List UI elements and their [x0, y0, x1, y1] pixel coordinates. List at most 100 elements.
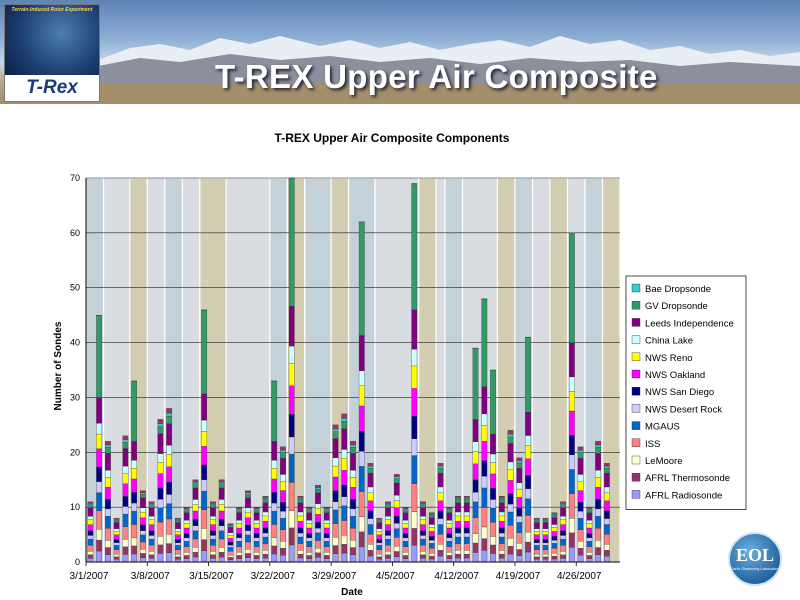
bar-segment	[131, 502, 138, 512]
bar-segment	[507, 436, 514, 444]
bar-segment	[376, 556, 383, 560]
bar-segment	[393, 482, 400, 496]
legend-box	[625, 275, 747, 510]
bar-segment	[183, 527, 190, 534]
bar-segment	[218, 538, 225, 548]
bar-segment	[358, 385, 365, 407]
bar-segment	[411, 416, 418, 439]
bar-segment	[490, 536, 496, 546]
bar-segment	[192, 499, 199, 505]
bar-segment	[367, 555, 374, 563]
t-rex-logo: Terrain-Induced Rotor Experiment T-Rex	[4, 4, 100, 102]
bar-segment	[341, 418, 348, 422]
bar-segment	[402, 506, 409, 509]
bar-segment	[604, 524, 610, 535]
legend-label: AFRL Radiosonde	[645, 490, 722, 501]
bar-segment	[533, 520, 540, 523]
bar-segment	[498, 511, 505, 517]
bar-segment	[341, 552, 348, 563]
bar-segment	[385, 524, 391, 531]
legend-label: Bae Dropsonde	[645, 284, 711, 295]
bar-segment	[280, 481, 286, 491]
bar-segment	[227, 538, 234, 543]
bar-segment	[175, 528, 181, 532]
bar-segment	[105, 540, 111, 548]
bar-segment	[411, 528, 418, 546]
bar-segment	[341, 449, 348, 459]
bar-segment	[157, 473, 164, 488]
bar-segment	[420, 524, 426, 531]
bar-segment	[280, 446, 286, 451]
bar-segment	[490, 487, 496, 500]
bar-segment	[542, 534, 549, 540]
bar-segment	[140, 524, 146, 531]
plot-area: 0 10 20 30 40 50 60 70 3/1/2007 3/8/2007 3/15/2007…	[70, 173, 621, 582]
bar-segment	[463, 499, 470, 503]
bar-segment	[262, 553, 269, 559]
bar-segment	[533, 522, 540, 529]
bar-segment	[218, 510, 225, 520]
bar-segment	[498, 515, 505, 522]
bar-segment	[560, 507, 566, 517]
bar-segment	[498, 557, 505, 563]
bar-segment	[420, 544, 426, 552]
bar-segment	[560, 554, 566, 559]
bar-segment	[533, 539, 540, 543]
bar-segment	[341, 421, 348, 429]
bar-segment	[481, 413, 488, 426]
bar-segment	[306, 541, 313, 547]
bar-segment	[140, 553, 146, 558]
bar-segment	[288, 362, 295, 386]
bar-segment	[253, 537, 260, 542]
bar-segment	[551, 548, 558, 554]
bar-segment	[525, 435, 531, 446]
bar-segment	[498, 499, 505, 503]
bar-segment	[595, 444, 601, 448]
bar-segment	[271, 380, 278, 382]
eol-logo-text: EOL	[735, 545, 774, 565]
bar-segment	[507, 503, 514, 513]
bar-segment	[595, 528, 601, 541]
bar-segment	[271, 468, 278, 480]
bar-segment	[148, 538, 155, 546]
bar-segment	[315, 552, 321, 558]
bar-segment	[218, 551, 225, 558]
bar-segment	[350, 453, 356, 471]
bar-segment	[481, 460, 488, 477]
bar-segment	[437, 550, 444, 557]
bar-segment	[516, 468, 523, 483]
bar-segment	[533, 517, 540, 520]
bar-segment	[367, 544, 374, 551]
bar-segment	[516, 488, 523, 498]
bar-segment	[428, 540, 435, 544]
y-tick-label: 30	[70, 392, 80, 402]
bar-segment	[446, 546, 453, 553]
bar-segment	[604, 518, 610, 525]
bar-segment	[525, 531, 531, 543]
bar-segment	[280, 474, 286, 482]
bar-segment	[210, 544, 216, 552]
bar-segment	[306, 551, 313, 556]
bar-segment	[350, 441, 356, 446]
bar-segment	[332, 523, 339, 538]
logo-text: T-Rex	[26, 77, 78, 98]
bar-segment	[604, 550, 610, 557]
bar-segment	[595, 447, 601, 454]
bar-segment	[183, 512, 190, 521]
bar-segment	[385, 544, 391, 552]
bar-segment	[437, 468, 444, 474]
bar-segment	[280, 501, 286, 512]
bar-segment	[481, 507, 488, 528]
bar-segment	[481, 298, 488, 300]
bar-segment	[411, 545, 418, 563]
bar-segment	[288, 177, 295, 307]
bar-segment	[96, 397, 102, 424]
bar-segment	[385, 507, 391, 517]
bar-segment	[166, 552, 173, 563]
bar-segment	[297, 515, 304, 522]
bar-segment	[516, 543, 523, 550]
bar-segment	[323, 537, 330, 542]
bar-segment	[105, 528, 111, 541]
bar-segment	[455, 543, 461, 551]
bar-segment	[245, 534, 251, 543]
